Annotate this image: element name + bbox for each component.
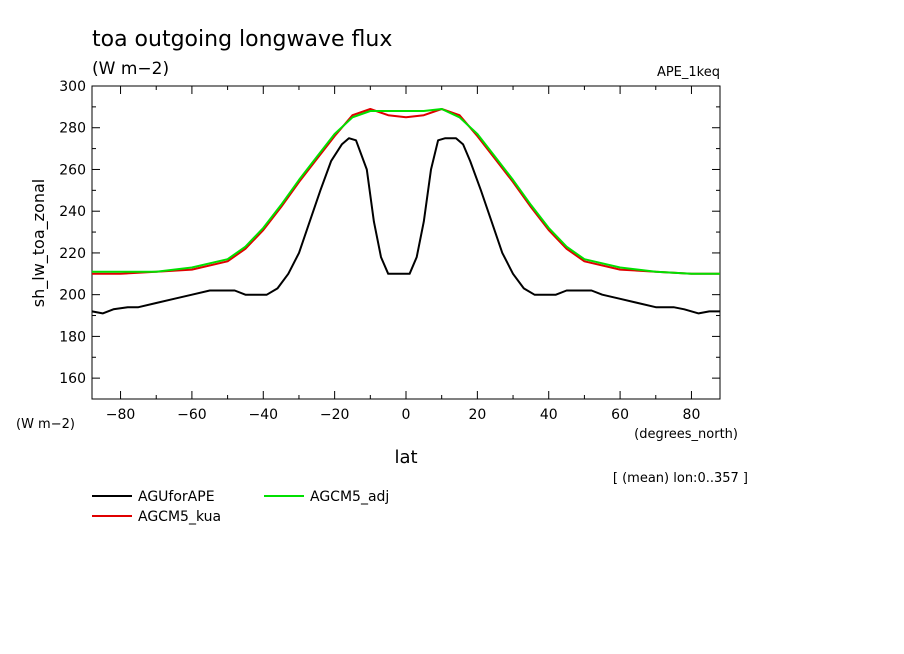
x-axis-units: (degrees_north) (634, 427, 738, 442)
legend-label-kua: AGCM5_kua (138, 509, 221, 525)
y-tick-label: 160 (59, 371, 86, 387)
series-lines (91, 108, 720, 315)
footnote: [ (mean) lon:0..357 ] (613, 471, 748, 486)
y-tick-label: 220 (59, 246, 86, 262)
x-tick-label: −40 (248, 407, 278, 423)
x-axis-label: lat (394, 447, 417, 468)
y-tick-label: 200 (59, 288, 86, 304)
series-line-agcm5-kua (92, 108, 720, 275)
x-tick-labels: −80 −60 −40 −20 0 20 40 60 80 (106, 407, 701, 423)
x-tick-label: −20 (320, 407, 350, 423)
x-tick-label: −60 (177, 407, 207, 423)
y-tick-label: 260 (59, 162, 86, 178)
x-tick-label: −80 (106, 407, 136, 423)
run-label: APE_1keq (657, 65, 720, 80)
x-tick-label: 40 (540, 407, 558, 423)
series-line-aguforape (91, 137, 720, 315)
y-tick-label: 300 (59, 79, 86, 95)
y-tick-label: 280 (59, 121, 86, 137)
plot-frame (91, 85, 721, 400)
x-tick-label: 20 (468, 407, 486, 423)
chart-subtitle: (W m−2) (92, 59, 169, 79)
series-line-agcm5-adj (92, 108, 720, 275)
x-tick-label: 60 (611, 407, 629, 423)
x-tick-label: 80 (683, 407, 701, 423)
chart-title: toa outgoing longwave flux (92, 27, 392, 52)
y-tick-labels: 160 180 200 220 240 260 280 300 (59, 79, 86, 387)
legend-label-agu: AGUforAPE (138, 489, 215, 505)
legend-label-adj: AGCM5_adj (310, 489, 389, 505)
y-axis-units: (W m−2) (16, 417, 75, 432)
legend: AGUforAPE AGCM5_kua AGCM5_adj (92, 489, 389, 525)
y-axis-label: sh_lw_toa_zonal (29, 179, 49, 307)
y-tick-label: 240 (59, 204, 86, 220)
x-tick-label: 0 (402, 407, 411, 423)
y-tick-label: 180 (59, 329, 86, 345)
axis-ticks (92, 85, 720, 400)
